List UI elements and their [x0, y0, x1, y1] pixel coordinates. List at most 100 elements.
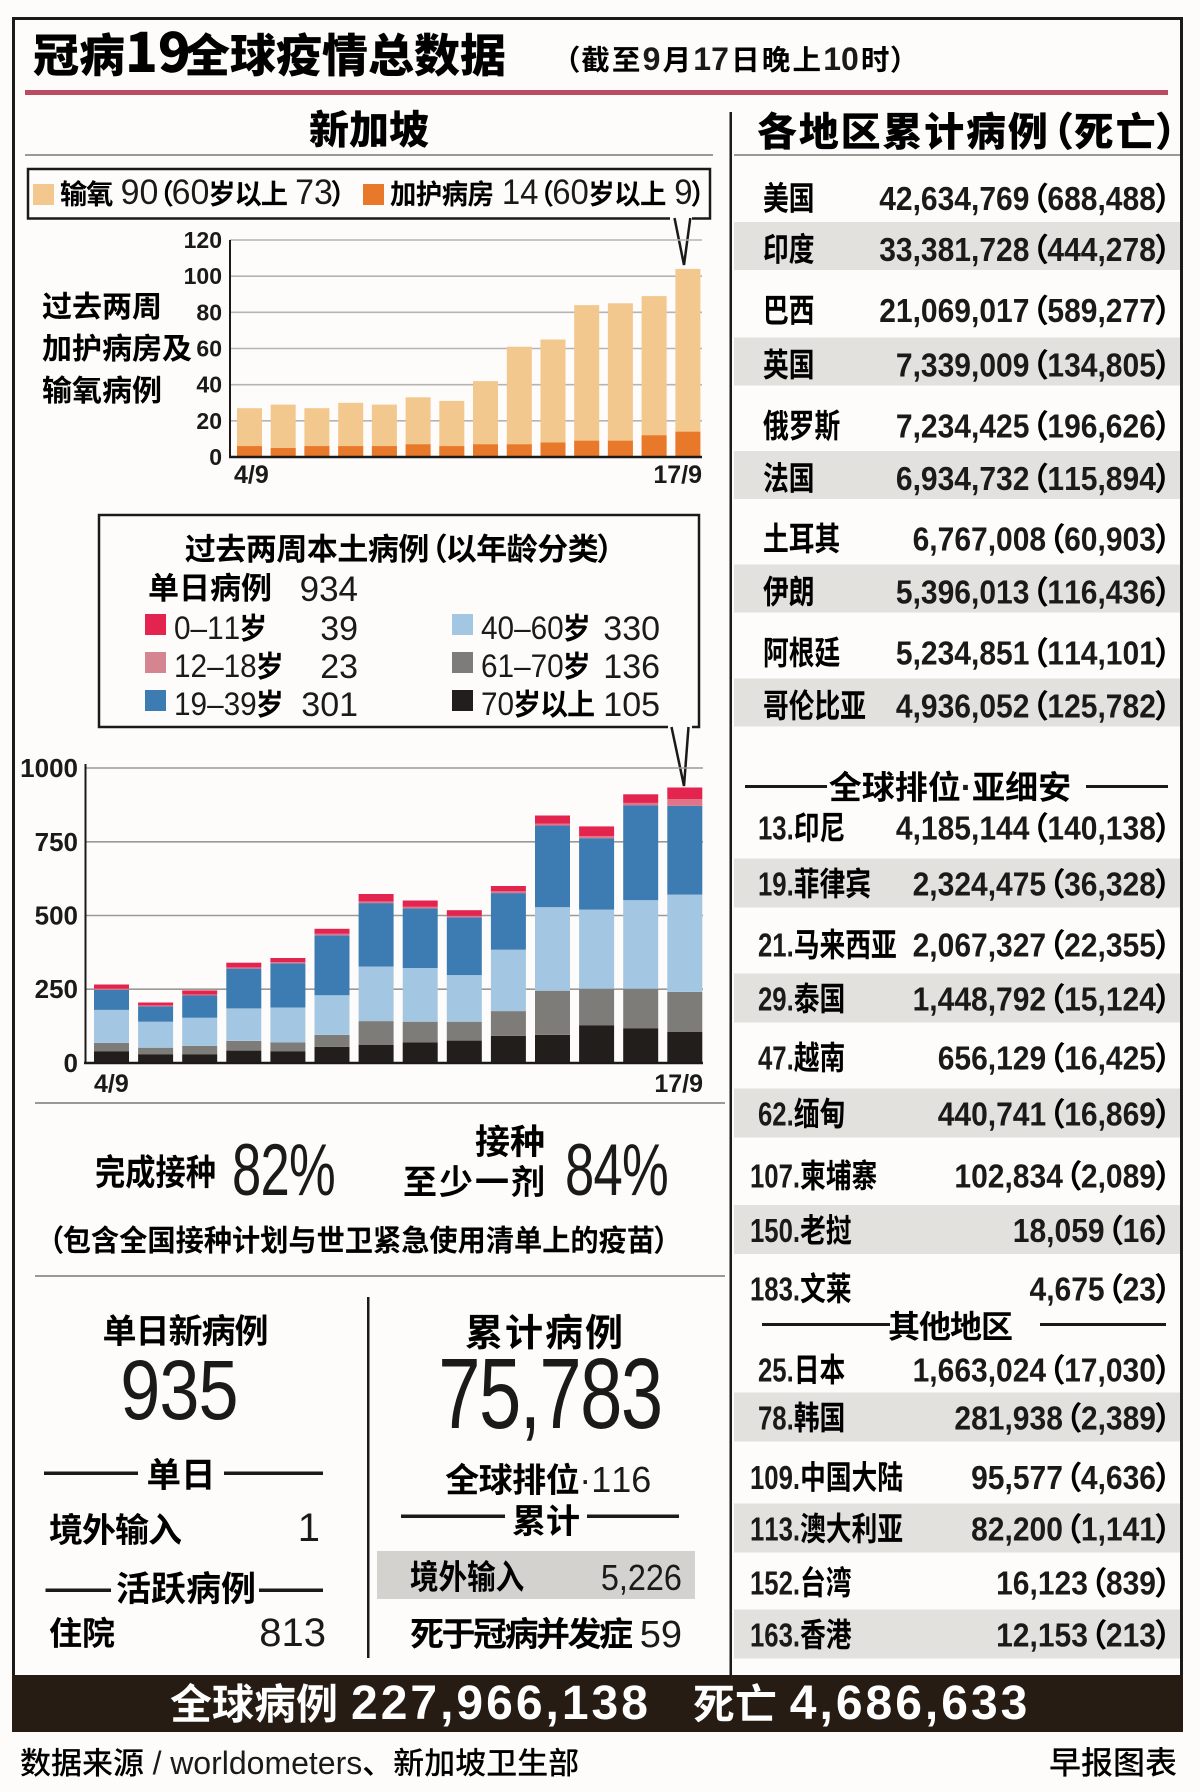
- svg-text:15,124: 15,124: [1064, 980, 1156, 1018]
- svg-text:7,339,009: 7,339,009: [896, 346, 1030, 384]
- svg-text:84%: 84%: [565, 1130, 668, 1211]
- svg-text:82,200: 82,200: [971, 1510, 1063, 1548]
- svg-text:115,894: 115,894: [1047, 460, 1156, 498]
- svg-text:107.: 107.: [750, 1159, 800, 1196]
- svg-text:5,226: 5,226: [601, 1558, 682, 1598]
- svg-text:440,741: 440,741: [938, 1095, 1046, 1133]
- svg-text:134,805: 134,805: [1047, 346, 1155, 384]
- svg-text:1,663,024: 1,663,024: [913, 1351, 1047, 1389]
- svg-text:4,936,052: 4,936,052: [896, 687, 1030, 725]
- svg-text:·116: ·116: [579, 1459, 651, 1500]
- svg-text:183.: 183.: [750, 1272, 800, 1309]
- svg-text:163.: 163.: [750, 1618, 800, 1655]
- svg-text:33,381,728: 33,381,728: [879, 231, 1029, 269]
- svg-text:152.: 152.: [750, 1566, 800, 1603]
- svg-text:4,636: 4,636: [1081, 1459, 1156, 1497]
- svg-text:worldometers: worldometers: [169, 1745, 362, 1781]
- svg-text:4,185,144: 4,185,144: [896, 809, 1030, 847]
- svg-text:6,767,008: 6,767,008: [913, 520, 1047, 558]
- svg-text:·: ·: [961, 769, 972, 807]
- svg-text:70: 70: [481, 686, 514, 722]
- svg-text:29.: 29.: [758, 982, 794, 1019]
- svg-text:18,059: 18,059: [1013, 1212, 1105, 1250]
- svg-text:105: 105: [603, 686, 660, 724]
- svg-text:17/9: 17/9: [653, 461, 702, 489]
- svg-text:589,277: 589,277: [1047, 292, 1155, 330]
- svg-text:500: 500: [35, 901, 78, 931]
- svg-text:250: 250: [35, 974, 78, 1004]
- svg-text:444,278: 444,278: [1047, 231, 1155, 269]
- svg-text:23: 23: [1123, 1270, 1156, 1308]
- svg-text:60: 60: [172, 174, 210, 213]
- svg-text:4/9: 4/9: [234, 461, 269, 489]
- svg-text:19–39: 19–39: [174, 686, 257, 722]
- svg-text:17: 17: [693, 41, 729, 77]
- svg-text:2,089: 2,089: [1081, 1157, 1156, 1195]
- svg-text:750: 750: [35, 827, 78, 857]
- svg-text:656,129: 656,129: [938, 1039, 1046, 1077]
- svg-text:213: 213: [1106, 1616, 1156, 1654]
- svg-text:39: 39: [320, 610, 358, 648]
- svg-text:6,934,732: 6,934,732: [896, 460, 1030, 498]
- svg-text:73: 73: [295, 174, 333, 213]
- svg-text:16,425: 16,425: [1064, 1039, 1156, 1077]
- svg-text:22,355: 22,355: [1064, 926, 1156, 964]
- svg-text:1,141: 1,141: [1081, 1510, 1156, 1548]
- svg-text:0–11: 0–11: [174, 610, 240, 646]
- svg-text:109.: 109.: [750, 1460, 800, 1497]
- svg-text:13.: 13.: [758, 811, 794, 848]
- svg-text:935: 935: [120, 1343, 238, 1437]
- svg-text:2,389: 2,389: [1081, 1399, 1156, 1437]
- svg-text:19.: 19.: [758, 867, 794, 904]
- svg-text:2,067,327: 2,067,327: [913, 926, 1047, 964]
- svg-text:2,324,475: 2,324,475: [913, 865, 1047, 903]
- svg-text:21.: 21.: [758, 928, 794, 965]
- svg-text:12–18: 12–18: [174, 648, 257, 684]
- svg-text:47.: 47.: [758, 1041, 794, 1078]
- svg-text:150.: 150.: [750, 1213, 800, 1250]
- svg-text:113.: 113.: [750, 1512, 800, 1549]
- svg-text:9: 9: [643, 41, 661, 77]
- svg-text:95,577: 95,577: [971, 1459, 1063, 1497]
- svg-text:16,123: 16,123: [996, 1564, 1088, 1602]
- svg-text:75,783: 75,783: [438, 1338, 661, 1449]
- svg-text:40–60: 40–60: [481, 610, 564, 646]
- svg-text:114,101: 114,101: [1047, 634, 1155, 672]
- svg-text:60: 60: [552, 173, 589, 212]
- svg-text:16: 16: [1123, 1212, 1156, 1250]
- svg-text:/: /: [153, 1745, 162, 1781]
- svg-text:23: 23: [320, 648, 358, 686]
- svg-text:0: 0: [64, 1048, 78, 1078]
- svg-text:60,903: 60,903: [1064, 520, 1156, 558]
- svg-text:125,782: 125,782: [1047, 687, 1155, 725]
- svg-text:281,938: 281,938: [954, 1399, 1062, 1437]
- svg-text:5,396,013: 5,396,013: [896, 573, 1030, 611]
- svg-text:1,448,792: 1,448,792: [913, 980, 1047, 1018]
- svg-text:16,869: 16,869: [1064, 1095, 1156, 1133]
- svg-text:1: 1: [298, 1506, 320, 1550]
- svg-text:78.: 78.: [758, 1401, 794, 1438]
- svg-text:4,675: 4,675: [1030, 1270, 1105, 1308]
- svg-text:42,634,769: 42,634,769: [879, 180, 1029, 218]
- svg-text:839: 839: [1106, 1564, 1156, 1602]
- svg-text:136: 136: [603, 648, 660, 686]
- svg-text:62.: 62.: [758, 1097, 794, 1134]
- svg-text:102,834: 102,834: [954, 1157, 1063, 1195]
- svg-text:116,436: 116,436: [1047, 573, 1155, 611]
- svg-text:40: 40: [196, 372, 222, 398]
- svg-text:17,030: 17,030: [1064, 1351, 1156, 1389]
- svg-text:5,234,851: 5,234,851: [896, 634, 1030, 672]
- svg-text:80: 80: [196, 299, 222, 325]
- svg-text:59: 59: [640, 1614, 682, 1656]
- svg-text:0: 0: [209, 444, 222, 470]
- svg-text:60: 60: [196, 336, 222, 362]
- svg-text:227,966,138: 227,966,138: [351, 1677, 651, 1730]
- svg-text:12,153: 12,153: [996, 1616, 1088, 1654]
- svg-text:4,686,633: 4,686,633: [790, 1677, 1031, 1730]
- svg-text:100: 100: [184, 263, 222, 289]
- svg-text:36,328: 36,328: [1064, 865, 1156, 903]
- svg-text:301: 301: [301, 686, 358, 724]
- svg-text:20: 20: [196, 408, 222, 434]
- svg-text:813: 813: [259, 1611, 326, 1655]
- svg-text:61–70: 61–70: [481, 648, 564, 684]
